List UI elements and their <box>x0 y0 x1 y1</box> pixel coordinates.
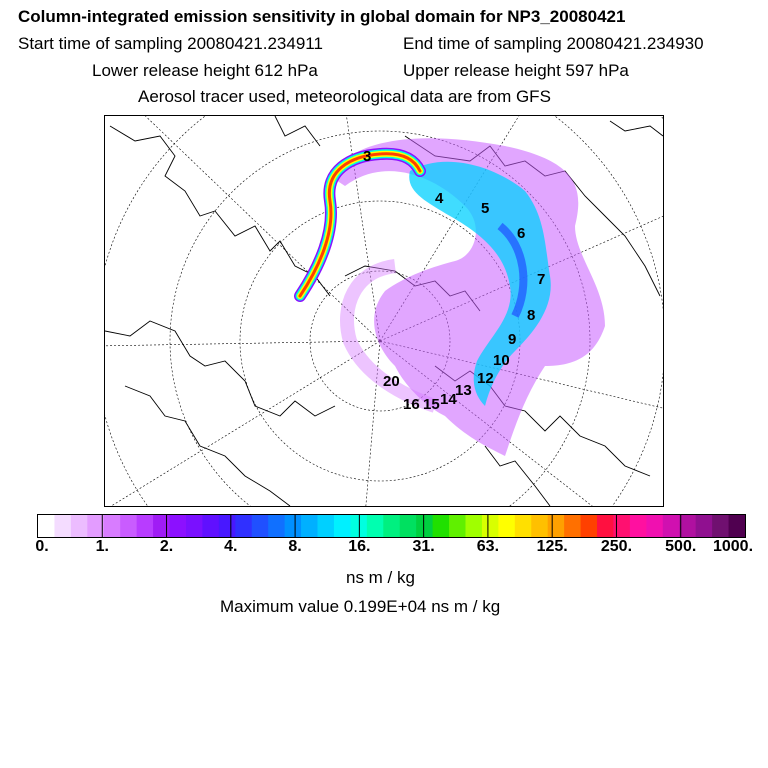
map-svg: 3 4 5 6 7 8 9 10 12 13 14 15 16 20 <box>105 116 663 506</box>
colorbar-swatch <box>432 515 450 537</box>
colorbar-swatch <box>679 515 697 537</box>
marker-12: 12 <box>477 370 494 387</box>
colorbar-swatch <box>284 515 302 537</box>
colorbar-swatch <box>103 515 121 537</box>
marker-20: 20 <box>383 373 400 390</box>
marker-8: 8 <box>527 307 535 324</box>
colorbar-swatch <box>251 515 269 537</box>
plume-dense <box>497 222 528 318</box>
figure-title: Column-integrated emission sensitivity i… <box>18 7 626 26</box>
colorbar-tick-label: 16. <box>348 538 371 555</box>
colorbar-swatch <box>399 515 417 537</box>
sensitivity-map: 3 4 5 6 7 8 9 10 12 13 14 15 16 20 <box>104 115 664 507</box>
marker-16: 16 <box>403 396 420 413</box>
colorbar-swatch <box>153 515 171 537</box>
colorbar-swatch <box>481 515 499 537</box>
colorbar-tick-label: 8. <box>288 538 302 555</box>
colorbar-swatch <box>531 515 549 537</box>
colorbar-tick-label: 500. <box>665 538 697 555</box>
colorbar-swatch <box>70 515 88 537</box>
colorbar-tick-label: 250. <box>600 538 633 555</box>
max-value-label: Maximum value 0.199E+04 ns m / kg <box>220 597 501 616</box>
colorbar-swatch <box>728 515 746 537</box>
marker-13: 13 <box>455 382 472 399</box>
colorbar-swatch <box>333 515 351 537</box>
units-label: ns m / kg <box>346 568 415 587</box>
plume-core <box>409 161 551 406</box>
colorbar-swatch <box>218 515 236 537</box>
colorbar-tick-label: 1000. <box>712 538 754 555</box>
colorbar-swatch <box>564 515 582 537</box>
marker-3: 3 <box>363 148 371 165</box>
colorbar-swatch <box>597 515 615 537</box>
colorbar-swatch <box>235 515 253 537</box>
colorbar-swatch <box>465 515 483 537</box>
colorbar-swatch <box>498 515 516 537</box>
plume-loop <box>340 259 438 413</box>
upper-release-label: Upper release height 597 hPa <box>403 61 629 80</box>
colorbar-swatch <box>268 515 286 537</box>
colorbar-swatch <box>416 515 434 537</box>
colorbar-swatch <box>87 515 105 537</box>
colorbar-swatch <box>646 515 664 537</box>
colorbar-svg <box>38 515 746 537</box>
colorbar-tick-label: 0. <box>35 538 49 555</box>
marker-4: 4 <box>435 190 444 207</box>
colorbar-swatch <box>120 515 138 537</box>
colorbar <box>37 514 746 538</box>
colorbar-swatch <box>301 515 319 537</box>
colorbar-tick-label: 125. <box>536 538 568 555</box>
start-time-label: Start time of sampling 20080421.234911 <box>18 34 323 53</box>
marker-labels: 3 4 5 6 7 8 9 10 12 13 14 15 16 20 <box>363 148 545 413</box>
colorbar-tick-label: 1. <box>95 538 109 555</box>
colorbar-swatch <box>366 515 384 537</box>
marker-15: 15 <box>423 396 440 413</box>
aerosol-note: Aerosol tracer used, meteorological data… <box>138 87 551 106</box>
colorbar-tick-label: 63. <box>476 538 500 555</box>
colorbar-swatch <box>712 515 730 537</box>
colorbar-swatch <box>580 515 598 537</box>
colorbar-swatch <box>449 515 467 537</box>
marker-5: 5 <box>481 200 489 217</box>
colorbar-swatch <box>169 515 187 537</box>
marker-9: 9 <box>508 331 516 348</box>
colorbar-swatch <box>695 515 713 537</box>
colorbar-swatch <box>136 515 154 537</box>
lower-release-label: Lower release height 612 hPa <box>92 61 318 80</box>
colorbar-swatch <box>317 515 335 537</box>
colorbar-swatch <box>202 515 220 537</box>
colorbar-swatch <box>662 515 680 537</box>
colorbar-swatch <box>185 515 204 537</box>
colorbar-tick-label: 4. <box>224 538 238 555</box>
colorbar-tick-label: 2. <box>159 538 174 555</box>
colorbar-swatch <box>383 515 401 537</box>
colorbar-swatch <box>514 515 532 537</box>
marker-7: 7 <box>537 271 545 288</box>
end-time-label: End time of sampling 20080421.234930 <box>403 34 704 53</box>
colorbar-swatch <box>613 515 631 537</box>
colorbar-swatch <box>547 515 565 537</box>
colorbar-swatch <box>54 515 72 537</box>
marker-10: 10 <box>493 352 510 369</box>
marker-14: 14 <box>440 391 457 408</box>
plume-track <box>294 147 426 302</box>
colorbar-swatch <box>38 515 56 537</box>
colorbar-swatch <box>629 515 647 537</box>
marker-6: 6 <box>517 225 525 242</box>
colorbar-tick-label: 31. <box>412 538 435 555</box>
